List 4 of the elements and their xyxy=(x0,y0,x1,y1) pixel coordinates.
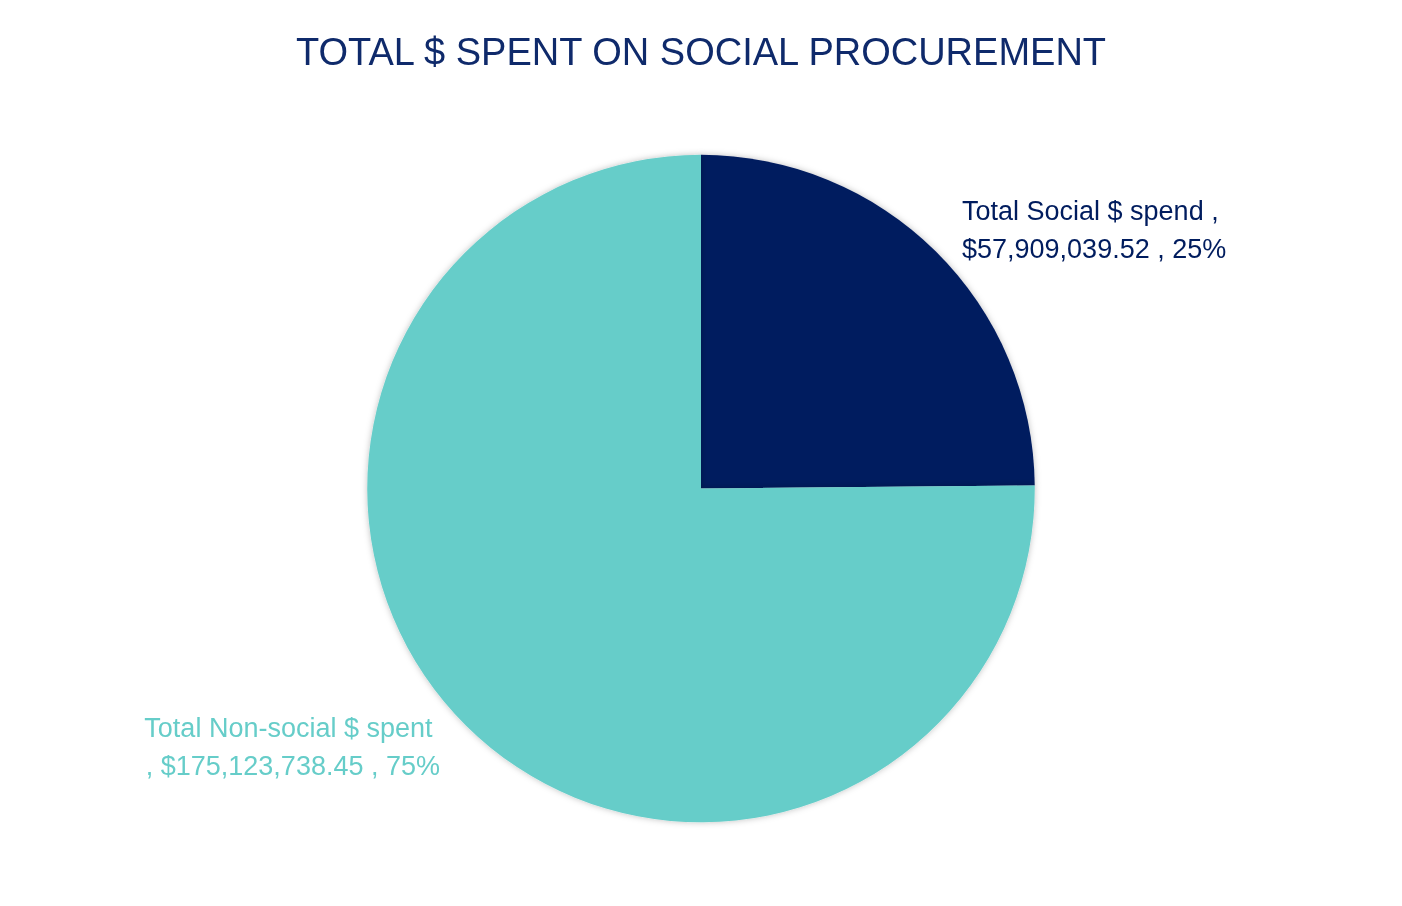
slice-label: Total Non-social $ spent xyxy=(144,713,440,744)
data-label: , $175,123,738.45 , 75% xyxy=(145,751,440,782)
slice-label: Total Social $ spend , $57,909,039.52 , 25% xyxy=(962,196,1227,265)
chart-title: TOTAL $ SPENT ON SOCIAL PROCUREMENT xyxy=(295,31,1107,73)
